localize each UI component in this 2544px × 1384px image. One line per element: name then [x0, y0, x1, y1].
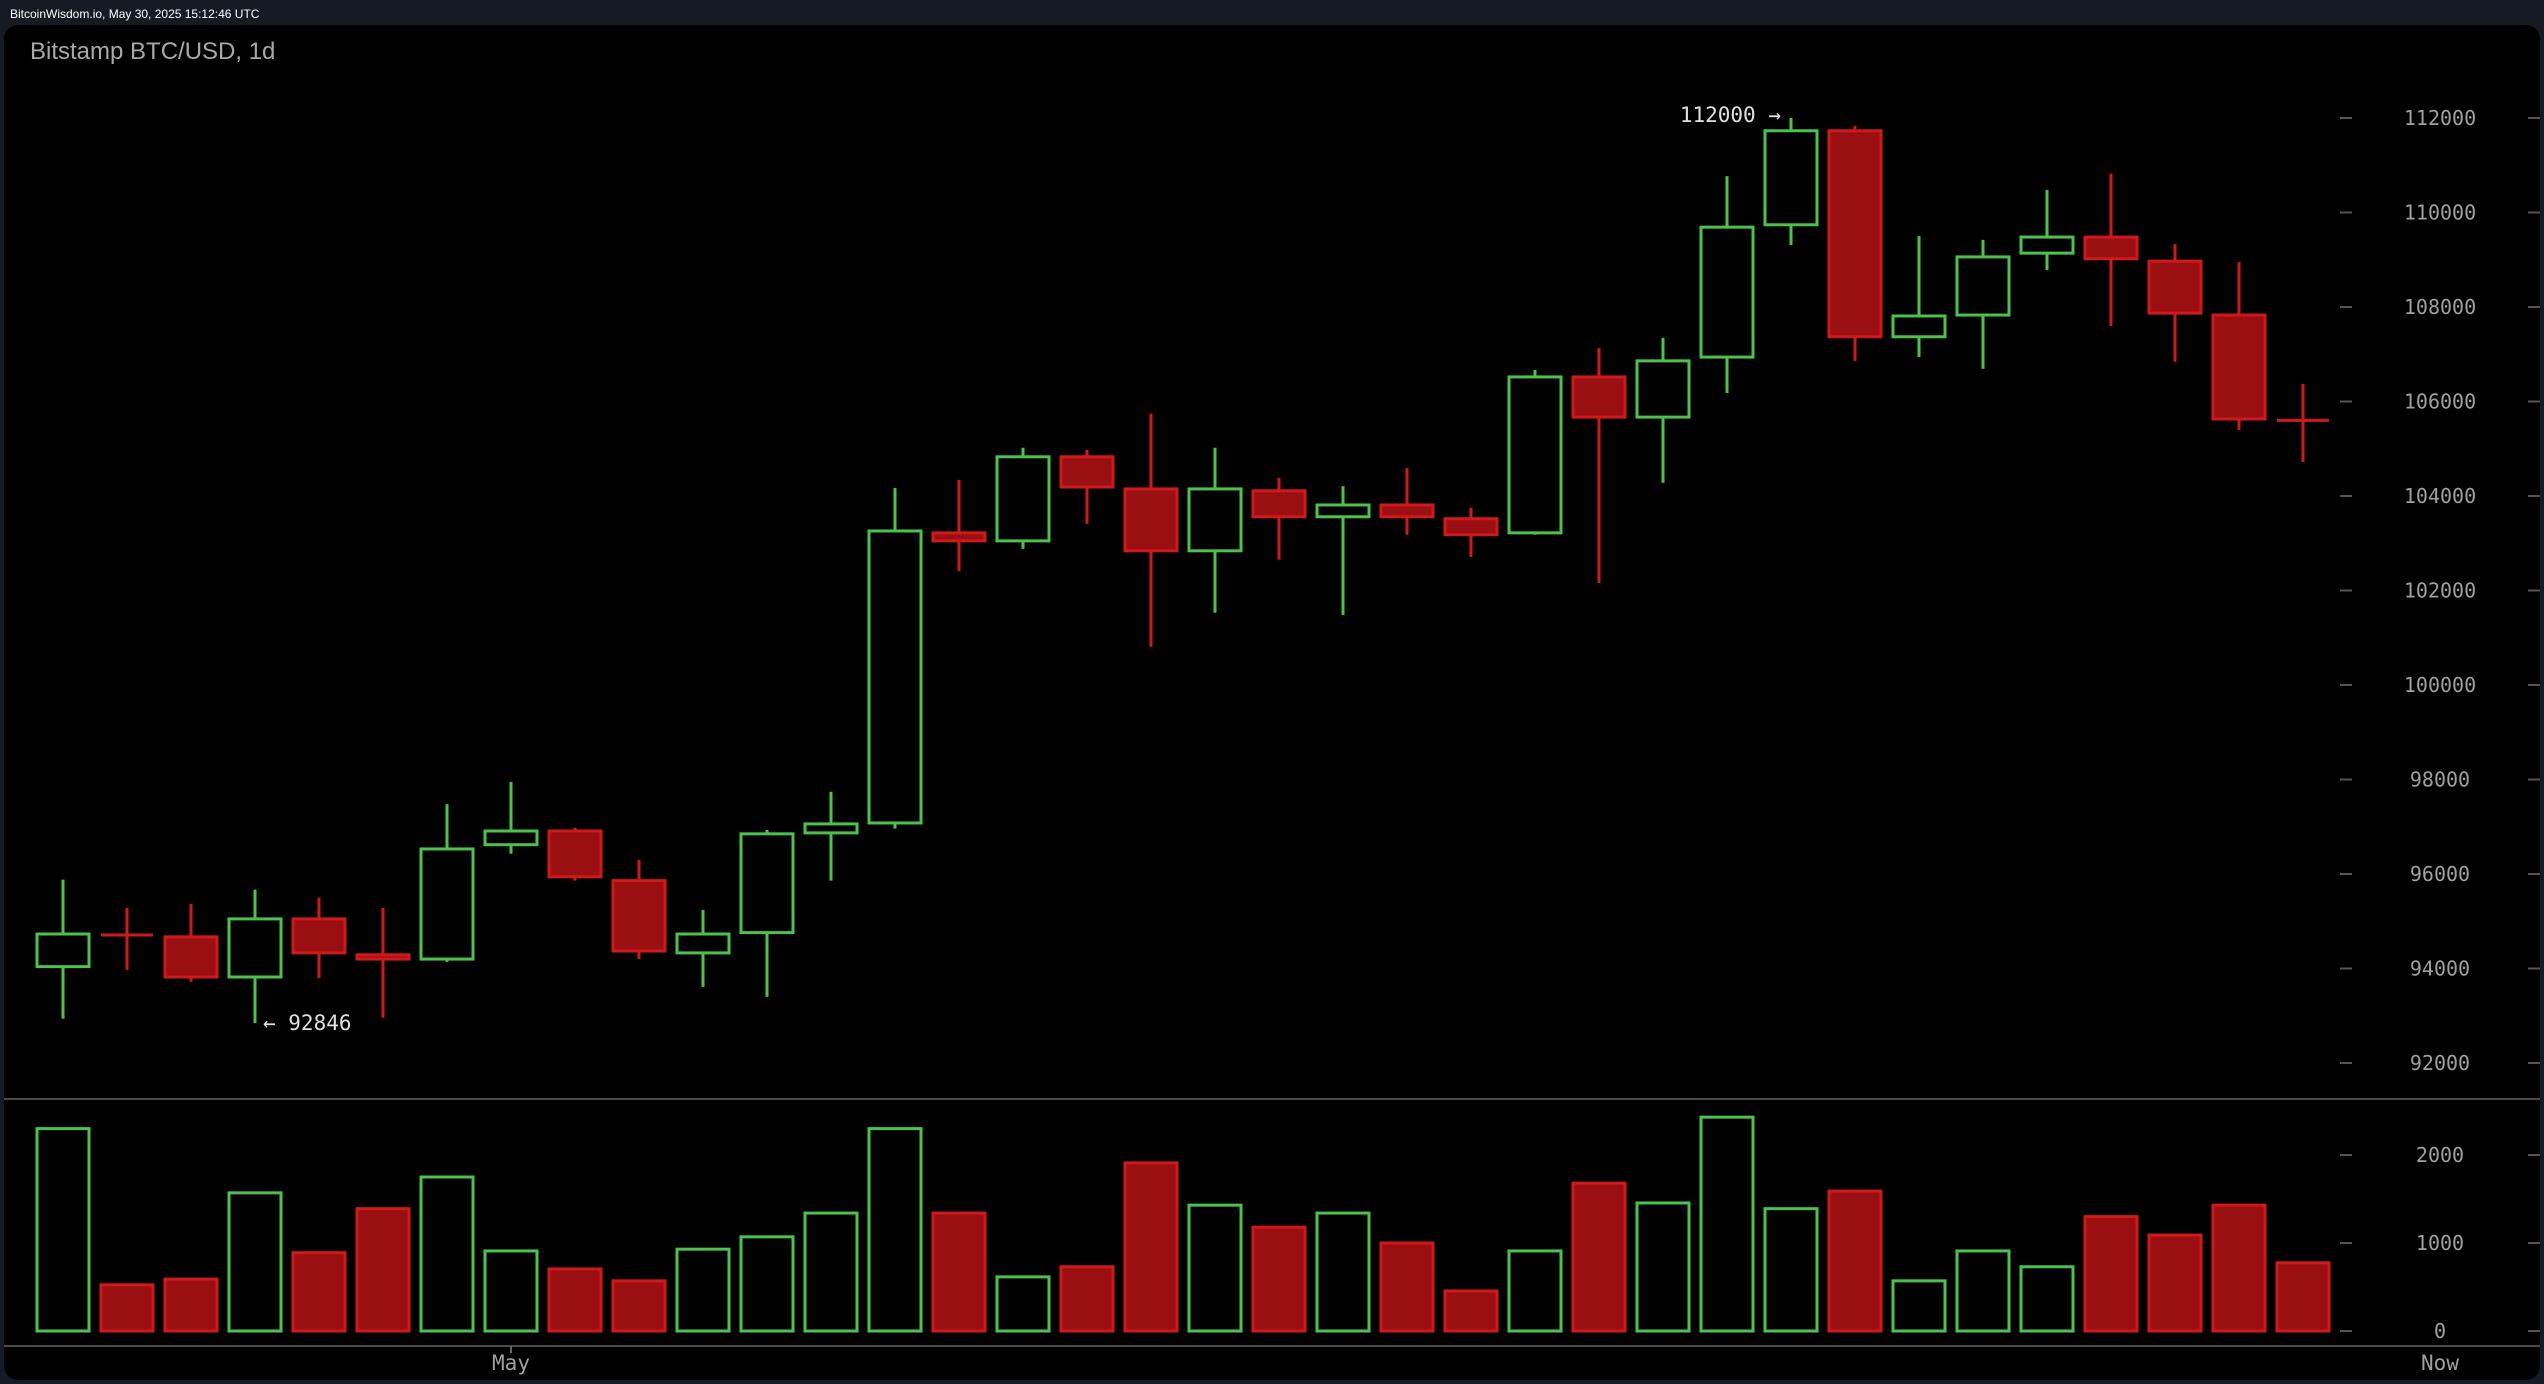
x-axis-label: May: [492, 1351, 530, 1375]
candle: [163, 903, 219, 982]
candle: [1443, 507, 1499, 557]
volume-bar: [1379, 1241, 1435, 1333]
price-tick-label: 98000: [2410, 768, 2470, 792]
volume-bar: [1315, 1211, 1371, 1333]
volume-bar: [803, 1211, 859, 1333]
candle: [1827, 126, 1883, 361]
volume-bar: [1443, 1289, 1499, 1333]
candle: [35, 879, 91, 1019]
volume-bar: [1827, 1189, 1883, 1333]
candle: [803, 791, 859, 881]
candle: [1251, 478, 1307, 560]
volume-bar: [867, 1127, 923, 1333]
price-tick-label: 94000: [2410, 957, 2470, 981]
source-timestamp-header: BitcoinWisdom.io, May 30, 2025 15:12:46 …: [10, 7, 260, 21]
volume-tick-label: 1000: [2416, 1231, 2464, 1255]
volume-bar: [35, 1127, 91, 1333]
volume-bar: [1251, 1225, 1307, 1333]
x-axis-label: Now: [2421, 1351, 2459, 1375]
candle: [2211, 262, 2267, 430]
price-tick-label: 112000: [2404, 106, 2476, 130]
candle: [483, 781, 539, 854]
volume-bar: [2019, 1265, 2075, 1333]
volume-bar: [291, 1251, 347, 1333]
volume-bar: [611, 1279, 667, 1333]
volume-bars-group: [35, 1115, 2331, 1333]
x-axis-labels: May Now: [492, 1346, 2459, 1375]
volume-bar: [675, 1247, 731, 1333]
candle: [1955, 239, 2011, 369]
candle: [1635, 337, 1691, 483]
candles-group: [35, 118, 2329, 1024]
candle: [1379, 468, 1435, 535]
candle: [355, 908, 411, 1018]
candle: [1187, 447, 1243, 613]
volume-bar: [995, 1275, 1051, 1333]
candle: [547, 827, 603, 881]
candle: [291, 897, 347, 978]
candle: [2083, 173, 2139, 326]
price-tick-label: 96000: [2410, 862, 2470, 886]
price-tick-label: 110000: [2404, 201, 2476, 225]
volume-bar: [483, 1249, 539, 1333]
volume-bar: [1699, 1115, 1755, 1333]
candle: [995, 447, 1051, 549]
volume-bar: [419, 1175, 475, 1333]
candle: [419, 804, 475, 962]
volume-bar: [1059, 1265, 1115, 1333]
volume-tick-label: 0: [2434, 1319, 2446, 1343]
candle: [611, 859, 667, 960]
price-tick-label: 92000: [2410, 1051, 2470, 1075]
candle: [1123, 413, 1179, 647]
candle: [1699, 176, 1755, 393]
volume-tick-label: 2000: [2416, 1143, 2464, 1167]
volume-bar: [739, 1235, 795, 1333]
volume-bar: [1955, 1249, 2011, 1333]
price-tick-label: 100000: [2404, 673, 2476, 697]
candle: [1507, 369, 1563, 535]
volume-bar: [1507, 1249, 1563, 1333]
low-annotation: ← 92846: [263, 1011, 352, 1035]
price-tick-label: 104000: [2404, 484, 2476, 508]
chart-title: Bitstamp BTC/USD, 1d: [30, 38, 276, 65]
volume-bar: [163, 1277, 219, 1333]
candle: [2147, 244, 2203, 362]
volume-bar: [355, 1207, 411, 1333]
volume-bar: [1123, 1161, 1179, 1333]
volume-bar: [931, 1211, 987, 1333]
volume-bar: [99, 1283, 155, 1333]
price-tick-label: 106000: [2404, 390, 2476, 414]
candle: [1763, 118, 1819, 246]
high-annotation: 112000 →: [1680, 103, 1781, 127]
volume-bar: [547, 1267, 603, 1333]
volume-bar: [1571, 1181, 1627, 1333]
volume-bar: [1763, 1207, 1819, 1333]
volume-bar: [1635, 1201, 1691, 1333]
price-axis: 92000 94000 96000 98000 100000 102000 104000 10…: [2340, 106, 2540, 1075]
price-tick-label: 108000: [2404, 295, 2476, 319]
candle: [867, 487, 923, 829]
candlestick-chart: 92000 94000 96000 98000 100000 102000 104000 10…: [4, 103, 2540, 1375]
candle: [739, 830, 795, 997]
candle: [675, 909, 731, 987]
volume-axis: 0 1000 2000: [2340, 1143, 2540, 1343]
volume-bar: [2083, 1215, 2139, 1333]
volume-bar: [2275, 1261, 2331, 1333]
candle: [1059, 449, 1115, 524]
volume-bar: [2147, 1233, 2203, 1333]
candle: [101, 908, 153, 970]
price-tick-label: 102000: [2404, 579, 2476, 603]
chart-panel: 92000 94000 96000 98000 100000 102000 104000 10…: [4, 25, 2540, 1380]
candle: [931, 479, 987, 572]
volume-bar: [227, 1191, 283, 1333]
candle: [2019, 189, 2075, 271]
candle: [1571, 348, 1627, 583]
volume-bar: [2211, 1203, 2267, 1333]
candle: [227, 889, 283, 1024]
volume-bar: [1891, 1279, 1947, 1333]
candle: [2277, 384, 2329, 462]
candle: [1315, 486, 1371, 616]
candle: [1891, 236, 1947, 358]
volume-bar: [1187, 1203, 1243, 1333]
